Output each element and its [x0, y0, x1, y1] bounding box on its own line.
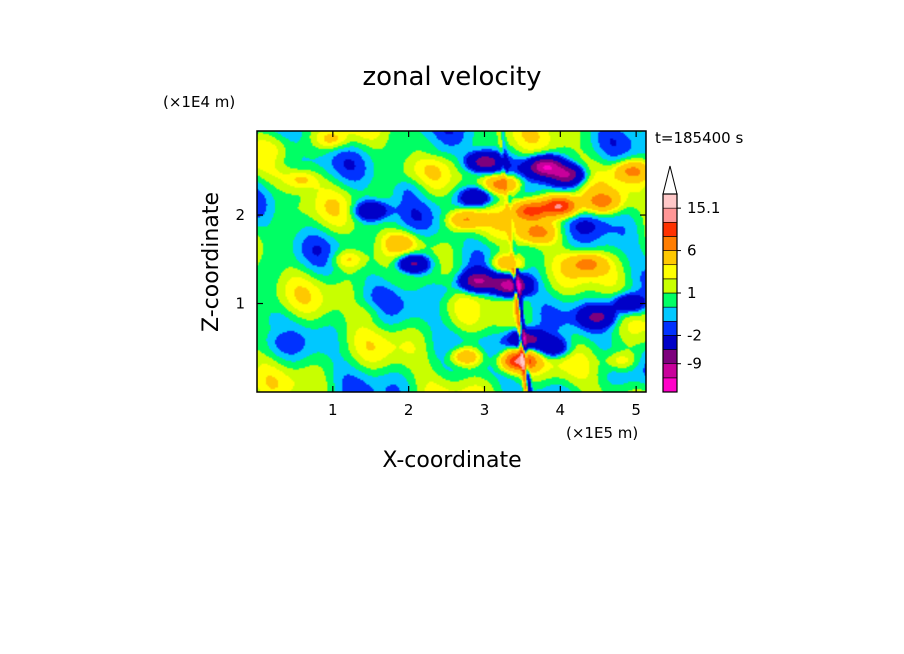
colorbar-swatch: [662, 335, 678, 350]
y-tick-label: 2: [235, 206, 245, 224]
colorbar-swatch: [662, 292, 678, 308]
x-tick-label: 4: [556, 401, 566, 419]
time-label: t=185400 s: [655, 129, 743, 147]
colorbar-extend-arrow: [662, 165, 678, 195]
colorbar-swatch: [662, 377, 678, 393]
colorbar-label: 6: [687, 242, 697, 260]
colorbar-swatch: [662, 264, 678, 280]
x-tick-label: 1: [328, 401, 338, 419]
y-tick-label: 1: [235, 295, 245, 313]
colorbar-label: 1: [687, 284, 697, 302]
y-unit-label: (×1E4 m): [163, 93, 235, 111]
x-tick-label: 3: [480, 401, 490, 419]
colorbar-swatch: [662, 193, 678, 209]
x-tick-label: 5: [631, 401, 641, 419]
colorbar-swatch: [662, 306, 678, 322]
colorbar: 15.1 6 1 -2 -9: [662, 165, 720, 393]
colorbar-label: -9: [687, 355, 702, 373]
x-axis-label: X-coordinate: [382, 448, 521, 473]
colorbar-swatch: [662, 349, 678, 365]
colorbar-label: 15.1: [687, 199, 720, 217]
plot-area: [257, 131, 646, 392]
colorbar-label: -2: [687, 326, 702, 344]
x-axis: 1 2 3 4 5: [328, 131, 641, 419]
colorbar-swatch: [662, 236, 678, 251]
y-axis-label: Z-coordinate: [199, 192, 224, 332]
x-tick-label: 2: [404, 401, 414, 419]
colorbar-swatch: [662, 221, 678, 237]
y-axis: 12: [235, 206, 646, 313]
velocity-field: [257, 131, 646, 392]
x-unit-label: (×1E5 m): [566, 424, 638, 442]
colorbar-swatch: [662, 207, 678, 223]
colorbar-swatch: [662, 278, 678, 294]
colorbar-swatch: [662, 320, 678, 336]
plot-frame: [256, 130, 647, 393]
chart-title: zonal velocity: [362, 62, 541, 92]
colorbar-swatch: [662, 250, 678, 266]
colorbar-swatch: [662, 363, 678, 379]
